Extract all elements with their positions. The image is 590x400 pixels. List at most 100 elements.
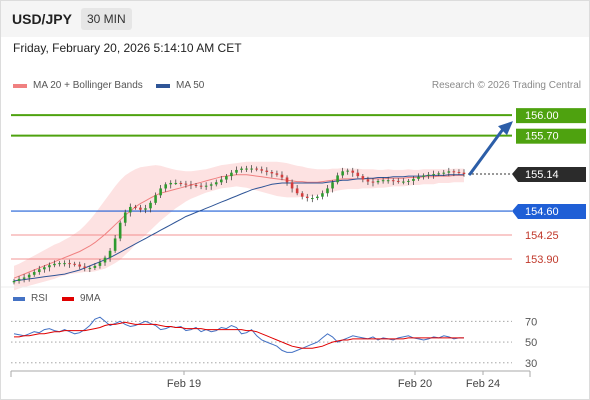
candle (214, 179, 218, 187)
x-tick-label: Feb 19 (167, 378, 201, 390)
candle (32, 269, 36, 277)
level-tag (516, 128, 586, 144)
candle (204, 182, 208, 190)
legend-rsi-swatch (13, 296, 25, 301)
candle (452, 169, 456, 177)
candle-body (189, 184, 193, 186)
candle (189, 180, 193, 190)
candle (290, 179, 294, 193)
level-label: 156.00 (525, 110, 559, 122)
level-label: 155.70 (525, 131, 559, 143)
candle-body (331, 182, 334, 189)
candle (73, 261, 76, 267)
candle-body (184, 183, 188, 185)
rsi-line (13, 316, 464, 353)
legend-rsi-ma-label: 9MA (80, 293, 101, 304)
candle (371, 178, 375, 187)
candle (386, 176, 390, 184)
candle-body (407, 180, 410, 182)
candle-body (422, 175, 425, 177)
candle-body (113, 238, 117, 251)
level-label: 153.90 (525, 254, 559, 266)
candle-body (78, 264, 82, 267)
current-price-label: 155.14 (525, 169, 559, 181)
candle (123, 209, 127, 227)
candle (437, 171, 441, 177)
candle-body (326, 188, 329, 194)
candle (48, 262, 51, 272)
candle (164, 182, 167, 192)
header-bar: USD/JPY 30 MIN (1, 1, 589, 37)
candle (83, 263, 87, 272)
candles (12, 165, 466, 285)
candle (331, 180, 334, 193)
candle-body (118, 222, 122, 239)
candle-body (68, 263, 71, 265)
candle-body (341, 171, 344, 176)
currency-pair: USD/JPY (12, 11, 72, 27)
candle-body (432, 174, 435, 176)
candle (184, 180, 188, 188)
candle-body (48, 265, 51, 268)
candle (407, 178, 410, 186)
candle-body (381, 180, 385, 182)
candle-body (123, 212, 127, 223)
candle-body (452, 171, 456, 173)
candle (316, 194, 319, 201)
candle-body (32, 272, 36, 275)
rsi-ma-line (14, 321, 464, 349)
candle (209, 182, 213, 190)
candle-body (164, 184, 167, 189)
candle-body (346, 170, 350, 172)
candle-body (366, 179, 370, 182)
candle (98, 259, 102, 269)
candle (422, 173, 425, 180)
candle (270, 169, 274, 178)
candle (396, 178, 400, 184)
candle-body (159, 188, 162, 196)
candle-body (402, 181, 405, 183)
candle (199, 182, 203, 190)
candle-body (199, 185, 203, 187)
candle-body (58, 263, 61, 265)
candle-body (417, 176, 420, 179)
candle (78, 261, 82, 270)
timeframe-badge[interactable]: 30 MIN (81, 8, 132, 30)
candle-body (396, 180, 400, 182)
candle-body (316, 196, 319, 199)
x-axis: Feb 19 Feb 20 Feb 24 (10, 370, 531, 390)
level-support-3: 154.25 (11, 230, 559, 242)
candle-body (386, 180, 390, 182)
price-levels: 156.00 155.70 154.60 154.25 153.90 (11, 108, 586, 266)
current-price: 155.14 (468, 167, 586, 183)
candle (336, 172, 339, 185)
candle (68, 259, 71, 268)
candle-body (149, 202, 152, 209)
legend-ma50: MA 50 (156, 80, 204, 91)
candle (447, 167, 451, 177)
candle-body (437, 173, 441, 175)
candle-body (27, 274, 31, 278)
candle-body (98, 262, 102, 266)
candle (457, 169, 461, 175)
candle (346, 168, 350, 175)
candle-body (174, 182, 178, 184)
candle (427, 172, 430, 179)
candle (381, 177, 385, 184)
candle (326, 185, 329, 197)
candle-body (260, 169, 264, 171)
candle (240, 166, 243, 173)
ma50-line (13, 174, 464, 282)
candle-body (462, 172, 466, 175)
legend-rsi-label: RSI (31, 293, 48, 304)
candle (194, 182, 198, 188)
candle (174, 179, 178, 186)
candle (58, 261, 61, 267)
forecast-arrow-shaft (468, 127, 505, 176)
candle (417, 173, 420, 181)
candle (63, 260, 66, 267)
rsi-panel: 70 50 30 (11, 316, 537, 370)
candle-body (220, 179, 223, 183)
